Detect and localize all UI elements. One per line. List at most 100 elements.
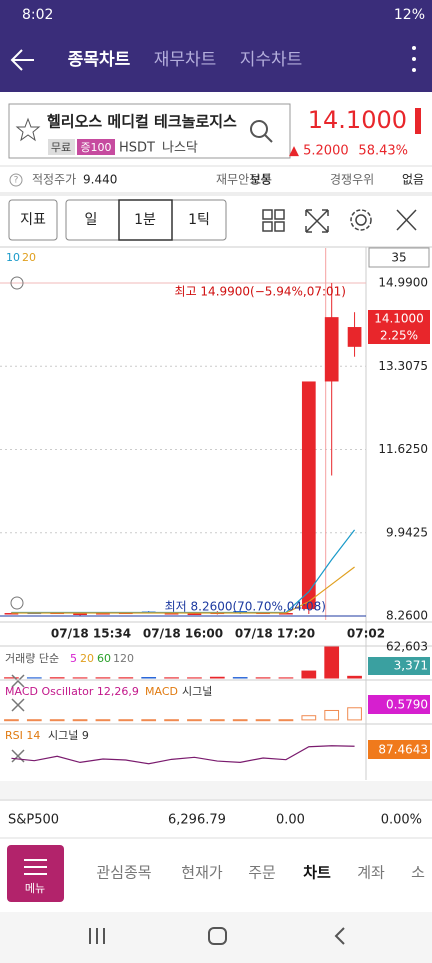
y-tick-label: 9.9425: [386, 525, 428, 539]
volume-tag-label: 3,371: [394, 659, 428, 673]
y-tick-label: 62,603: [386, 640, 428, 654]
nav-item[interactable]: 주문: [248, 864, 276, 882]
rsi-tag: [368, 740, 430, 759]
button[interactable]: [8, 199, 58, 241]
menu-label: 메뉴: [25, 882, 45, 895]
stock-name: 헬리오스 메디컬 테크놀로지스: [47, 113, 237, 131]
pane-title: 시그널 9: [48, 729, 89, 742]
change: ▲ 5.2000: [289, 144, 349, 159]
metric-value: 보통: [250, 173, 272, 187]
macd-bar: [4, 719, 19, 722]
tab[interactable]: 재무차트: [154, 50, 217, 70]
macd-bar: [164, 719, 179, 722]
macd-bar: [209, 719, 225, 722]
candle-body: [96, 613, 110, 615]
empty-band: [0, 781, 432, 799]
bottom-nav: [0, 838, 432, 912]
x-tick-label: 07/18 15:34: [51, 627, 131, 641]
pane-period: 20: [80, 652, 94, 665]
high-note: 최고 14.9900(−5.94%,07:01): [175, 285, 346, 299]
pane-period: 60: [97, 652, 111, 665]
header-bg: [0, 0, 432, 92]
index-name: S&P500: [8, 813, 59, 828]
y-tick-label: 13.3075: [378, 359, 428, 373]
legend-entry: 10: [6, 251, 20, 264]
tab[interactable]: 종목차트: [68, 50, 131, 70]
macd-bar: [301, 715, 317, 721]
metric-value: 9.440: [83, 173, 117, 187]
tag-bg: [77, 139, 115, 155]
tab[interactable]: 지수차트: [240, 50, 303, 70]
tag: 무료: [51, 141, 71, 154]
macd-tag-label: 0.5790: [386, 698, 428, 712]
search-icon[interactable]: [250, 120, 273, 143]
metric-label: 재무안정성: [216, 173, 271, 187]
toolbar-icons[interactable]: [262, 209, 417, 233]
volume-bar: [209, 676, 225, 679]
volume-bar: [301, 670, 317, 679]
macd-bar: [26, 719, 42, 722]
pane-title: RSI 14: [5, 729, 40, 742]
button-label: 지표: [20, 212, 46, 228]
button-label: 일: [85, 212, 98, 228]
button-active[interactable]: [118, 199, 173, 241]
macd-bar: [255, 719, 271, 722]
button-label: 1분: [134, 212, 156, 228]
pane-title: 시그널: [182, 685, 212, 698]
y-tick-label: 11.6250: [378, 442, 428, 456]
zoom-icon: [10, 596, 24, 610]
legend-entry: 20: [22, 251, 36, 264]
nav-item[interactable]: 관심종목: [96, 864, 151, 882]
candle-body: [324, 317, 339, 382]
x-tick-label: 07:02: [347, 627, 385, 641]
x-tick-label: 07/18 16:00: [143, 627, 223, 641]
index-pct: 0.00%: [381, 813, 422, 828]
rsi-line: [11, 745, 355, 765]
price-tag: [368, 310, 430, 344]
candle-body: [279, 613, 293, 615]
candle-body: [347, 327, 362, 347]
pane-period: 120: [113, 652, 134, 665]
back-button[interactable]: [10, 49, 34, 71]
ma-line: [11, 566, 355, 614]
tag-bg: [48, 139, 75, 155]
candle-body: [73, 613, 87, 616]
ticker: HSDT: [119, 141, 155, 156]
price-tag-pct: 2.25%: [380, 329, 418, 343]
macd-bar: [324, 709, 340, 721]
y-tick-label: 14.9900: [378, 276, 428, 290]
index-value: 6,296.79: [168, 813, 226, 828]
y-tick-label: 8.2600: [386, 609, 428, 623]
more-menu[interactable]: [412, 46, 416, 72]
macd-bar: [232, 719, 248, 722]
macd-bar: [49, 719, 65, 722]
button-label: 1틱: [188, 212, 210, 228]
price-bar: [415, 108, 421, 134]
star-icon[interactable]: [15, 117, 41, 142]
nav-item[interactable]: 현재가: [181, 864, 223, 882]
pane-title: MACD: [145, 685, 178, 698]
x-tick-label: 07/18 17:20: [235, 627, 315, 641]
time: 8:02: [22, 7, 53, 23]
macd-bar: [141, 719, 157, 722]
volume-bar: [347, 675, 362, 679]
help-icon[interactable]: [9, 173, 23, 187]
macd-bar: [118, 719, 134, 722]
macd-bar: [347, 707, 362, 721]
nav-item[interactable]: 계좌: [357, 864, 385, 882]
system-buttons[interactable]: [89, 927, 345, 945]
metric-label: 적정주가: [32, 173, 76, 187]
nav-item[interactable]: 차트: [303, 864, 331, 882]
chart: 10 20 3514.990013.307511.62509.94258.2600최…: [0, 247, 432, 799]
pane-period: 5: [70, 652, 77, 665]
volume-bar: [324, 646, 340, 679]
macd-tag: [368, 695, 430, 714]
nav-item[interactable]: 소: [411, 864, 425, 882]
close-icon: [11, 674, 25, 688]
help-mark: ?: [14, 176, 19, 186]
price: 14.1000: [308, 106, 407, 134]
band: [0, 192, 432, 196]
macd-bar: [187, 719, 202, 722]
macd-bar: [278, 719, 294, 722]
